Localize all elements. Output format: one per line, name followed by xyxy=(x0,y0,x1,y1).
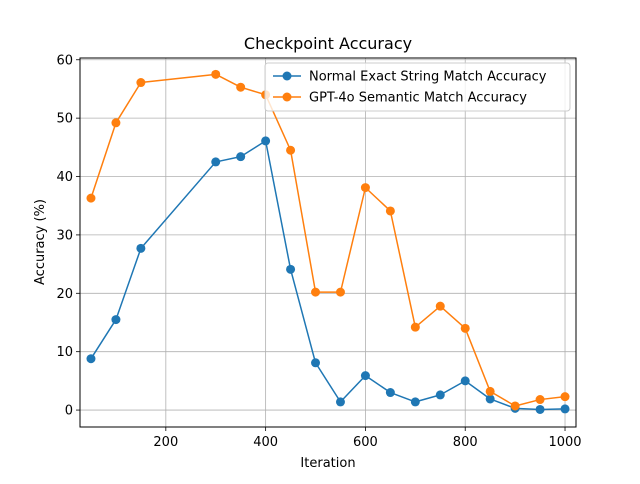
data-point-s1-4 xyxy=(236,82,246,92)
data-point-s0-14 xyxy=(485,394,495,404)
data-point-s1-8 xyxy=(335,287,345,297)
legend-label-1: GPT-4o Semantic Match Accuracy xyxy=(309,91,527,106)
x-tick-label-800: 800 xyxy=(453,435,478,450)
y-tick-label-0: 0 xyxy=(65,404,73,419)
legend-box xyxy=(264,62,571,112)
data-point-s0-7 xyxy=(311,358,321,368)
plot-frame xyxy=(79,57,577,428)
y-tick-label-30: 30 xyxy=(56,228,73,243)
data-point-s0-9 xyxy=(360,371,370,381)
series-layer xyxy=(86,69,570,414)
x-tick-label-400: 400 xyxy=(253,435,278,450)
x-axis-label: Iteration xyxy=(300,456,355,471)
data-point-s0-2 xyxy=(136,243,146,253)
data-point-s0-11 xyxy=(410,397,420,407)
data-point-s0-6 xyxy=(286,264,296,274)
data-point-s0-3 xyxy=(211,157,221,167)
data-point-s1-6 xyxy=(286,145,296,155)
data-point-s0-4 xyxy=(236,152,246,162)
data-point-s1-0 xyxy=(86,193,96,203)
x-tick-label-200: 200 xyxy=(153,435,178,450)
legend-marker-0 xyxy=(282,71,292,81)
y-tick-label-10: 10 xyxy=(56,345,73,360)
data-point-s0-10 xyxy=(385,388,395,398)
data-point-s0-1 xyxy=(111,315,121,325)
y-axis-label: Accuracy (%) xyxy=(33,199,48,285)
data-point-s1-2 xyxy=(136,78,146,88)
y-tick-label-50: 50 xyxy=(56,112,73,127)
data-point-s1-11 xyxy=(410,322,420,332)
x-tick-label-1000: 1000 xyxy=(548,435,581,450)
data-point-s1-13 xyxy=(460,323,470,333)
data-point-s0-8 xyxy=(335,397,345,407)
y-tick-label-60: 60 xyxy=(56,53,73,68)
data-point-s1-10 xyxy=(385,206,395,216)
data-point-s1-15 xyxy=(510,401,520,411)
series-line-1 xyxy=(90,73,566,407)
data-point-s0-17 xyxy=(560,404,570,414)
chart-title: Checkpoint Accuracy xyxy=(244,34,412,53)
data-point-s1-9 xyxy=(360,183,370,193)
data-point-s0-16 xyxy=(535,404,545,414)
data-point-s0-12 xyxy=(435,390,445,400)
grid-layer xyxy=(80,58,576,427)
y-tick-label-40: 40 xyxy=(56,170,73,185)
y-tick-label-20: 20 xyxy=(56,287,73,302)
data-point-s1-1 xyxy=(111,118,121,128)
data-point-s0-5 xyxy=(261,136,271,146)
data-point-s1-14 xyxy=(485,386,495,396)
data-point-s1-7 xyxy=(311,287,321,297)
legend: Normal Exact String Match Accuracy GPT-4o… xyxy=(264,62,571,112)
data-point-s1-17 xyxy=(560,392,570,402)
data-point-s1-16 xyxy=(535,395,545,405)
data-point-s1-12 xyxy=(435,301,445,311)
legend-marker-1 xyxy=(282,92,292,102)
data-point-s0-13 xyxy=(460,376,470,386)
axis-layer: 200 400 600 800 1000 0 10 20 30 40 50 60 xyxy=(56,53,581,450)
data-point-s1-3 xyxy=(211,69,221,79)
legend-label-0: Normal Exact String Match Accuracy xyxy=(309,70,547,85)
data-point-s0-0 xyxy=(86,354,96,364)
x-tick-label-600: 600 xyxy=(353,435,378,450)
